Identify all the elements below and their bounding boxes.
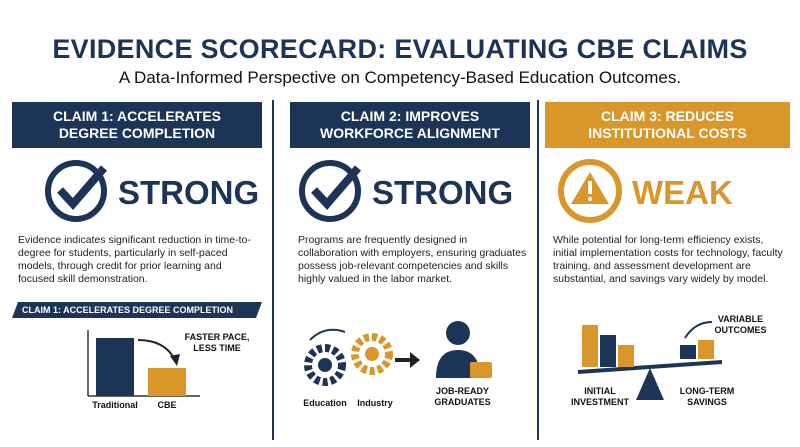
figure-label: Education (303, 398, 347, 408)
figure-label: LONG-TERM SAVINGS (679, 386, 735, 407)
claim-heading: CLAIM 1: ACCELERATES DEGREE COMPLETION (12, 102, 262, 148)
check-icon (299, 160, 362, 222)
rating: STRONG (372, 174, 514, 211)
banner-text: CLAIM 1: ACCELERATES DEGREE COMPLETION (22, 305, 234, 315)
check-icon (45, 160, 108, 222)
warning-icon (558, 159, 622, 223)
figure-label: Traditional (92, 400, 138, 410)
bar-illustration (87, 330, 200, 397)
divider (272, 100, 274, 440)
rating: STRONG (118, 174, 260, 211)
figure-note: VARIABLE OUTCOMES (714, 314, 767, 335)
subtitle: A Data-Informed Perspective on Competenc… (118, 68, 682, 87)
figure-label: Industry (357, 398, 393, 408)
description: Evidence indicates significant reduction… (18, 234, 251, 285)
divider (537, 100, 539, 440)
title: EVIDENCE SCORECARD: EVALUATING CBE CLAIM… (52, 34, 748, 64)
scale-icon (577, 321, 723, 400)
figure-note: FASTER PACE, LESS TIME (184, 332, 250, 353)
figure-label: CBE (157, 400, 177, 410)
rating: WEAK (632, 174, 733, 211)
gears (304, 328, 420, 386)
description: While potential for long-term efficiency… (553, 234, 783, 285)
graduate-icon (436, 321, 492, 378)
claim-heading: CLAIM 2: IMPROVES WORKFORCE ALIGNMENT (290, 102, 530, 148)
figure-label: JOB-READY GRADUATES (434, 386, 491, 407)
description: Programs are frequently designed in coll… (298, 234, 527, 285)
figure-label: INITIAL INVESTMENT (570, 386, 629, 407)
banner (12, 302, 262, 318)
claim-heading: CLAIM 3: REDUCES INSTITUTIONAL COSTS (545, 102, 790, 148)
